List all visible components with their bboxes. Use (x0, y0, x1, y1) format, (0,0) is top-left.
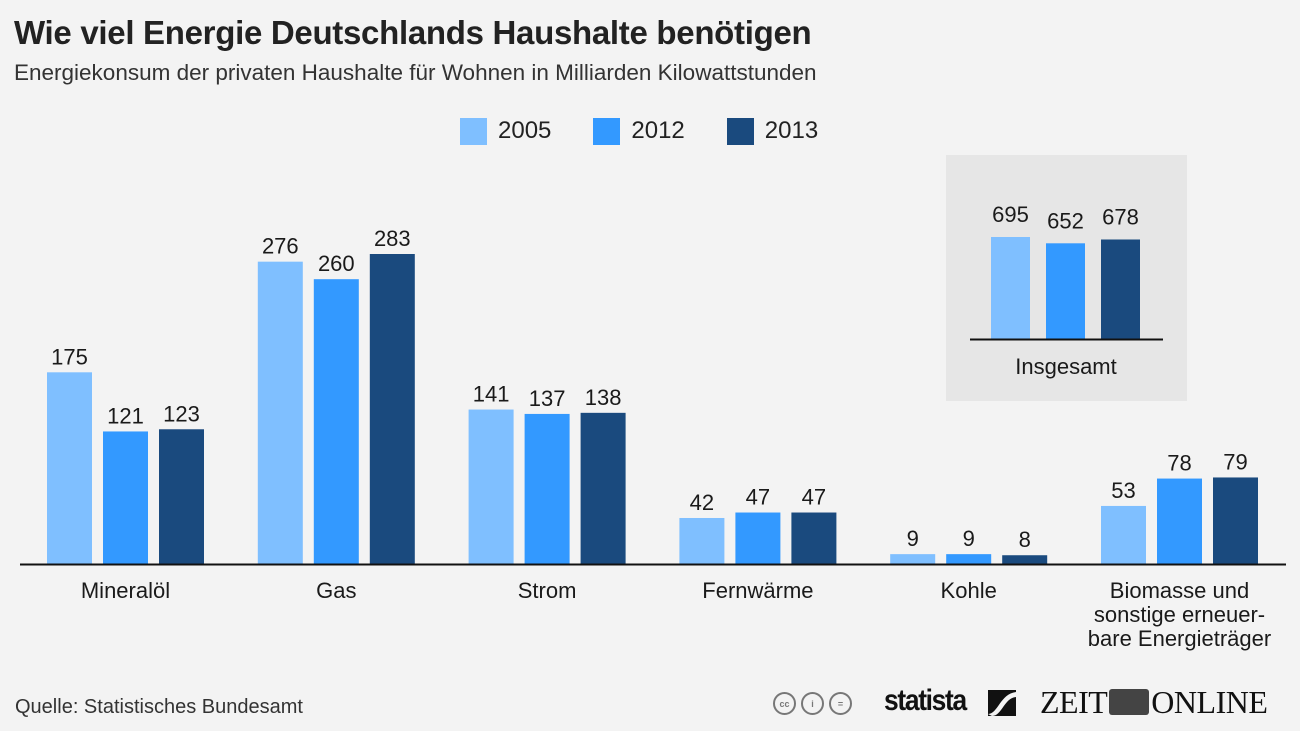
data-label-gas-2013: 283 (374, 226, 411, 251)
data-label-insgesamt-2013: 678 (1102, 204, 1139, 229)
data-label-gas-2012: 260 (318, 251, 355, 276)
bar-fernw-rme-2012 (735, 512, 781, 564)
bar-gas-2005 (257, 261, 303, 564)
bar-insgesamt-2013 (1101, 239, 1140, 339)
category-label-biomasse-und: Biomasse und sonstige erneuer-bare Energi… (1088, 578, 1271, 651)
by-icon: i (801, 692, 824, 715)
data-label-insgesamt-2012: 652 (1047, 208, 1084, 233)
bar-insgesamt-2012 (1046, 243, 1085, 339)
main-chart-labels: 175 121 123 Mineralöl 276 260 283 Gas 141 137 138 S… (51, 226, 1271, 651)
bar-strom-2005 (468, 409, 514, 564)
bar-gas-2012 (313, 279, 359, 564)
main-chart-bars (47, 254, 1258, 564)
data-label-strom-2013: 138 (585, 385, 622, 410)
category-label-strom: Strom (518, 578, 577, 603)
bar-strom-2012 (524, 413, 570, 564)
data-label-strom-2005: 141 (473, 382, 510, 407)
legend-swatch-2013 (726, 117, 754, 145)
data-label-kohle-2012: 9 (963, 526, 975, 551)
data-label-kohle-2005: 9 (907, 526, 919, 551)
cc-license-icons[interactable]: cc i = (773, 692, 857, 715)
legend-swatch-2005 (460, 117, 487, 145)
data-label-mineral-l-2005: 175 (51, 344, 88, 369)
data-label-fernw-rme-2013: 47 (802, 485, 826, 510)
bar-mineral-l-2005 (47, 372, 92, 564)
legend-label-2012: 2012 (631, 117, 685, 144)
data-label-fernw-rme-2005: 42 (690, 490, 714, 515)
data-label-gas-2005: 276 (262, 234, 299, 259)
cc-icon: cc (773, 692, 796, 715)
zeit-emblem-icon (1109, 689, 1150, 715)
legend: 2005 2012 2013 (460, 117, 860, 145)
category-label-kohle: Kohle (941, 578, 997, 603)
data-label-biomasse-und-2005: 53 (1111, 478, 1135, 503)
legend-label-2005: 2005 (498, 117, 552, 144)
source-note: Quelle: Statistisches Bundesamt (15, 696, 303, 718)
statista-logo-icon (988, 690, 1016, 716)
bar-mineral-l-2013 (159, 429, 204, 564)
zeit-logo-left: ZEIT (1040, 684, 1108, 720)
bar-kohle-2005 (890, 554, 936, 564)
statista-logo[interactable]: statista (884, 684, 967, 717)
chart-subtitle: Energiekonsum der privaten Haushalte für… (14, 60, 817, 85)
data-label-mineral-l-2013: 123 (163, 401, 200, 426)
legend-label-2013: 2013 (764, 117, 819, 144)
data-label-fernw-rme-2012: 47 (746, 485, 770, 510)
chart-title: Wie viel Energie Deutschlands Haushalte … (14, 14, 812, 51)
category-label-fernw-rme: Fernwärme (702, 578, 813, 603)
data-label-strom-2012: 137 (529, 386, 566, 411)
bar-kohle-2012 (946, 554, 992, 564)
bar-biomasse-und-2005 (1101, 505, 1146, 564)
category-label-gas: Gas (316, 578, 356, 603)
data-label-insgesamt-2005: 695 (992, 202, 1029, 227)
bar-gas-2013 (369, 254, 415, 564)
bar-biomasse-und-2013 (1213, 477, 1258, 564)
bar-fernw-rme-2013 (791, 512, 837, 564)
zeit-online-logo[interactable]: ZEIT ONLINE (1040, 684, 1268, 721)
bar-fernw-rme-2005 (679, 517, 725, 564)
data-label-biomasse-und-2012: 78 (1167, 451, 1191, 476)
bar-insgesamt-2005 (991, 237, 1030, 339)
category-label-insgesamt: Insgesamt (1015, 354, 1117, 379)
bar-mineral-l-2012 (103, 431, 148, 564)
category-label-mineral-l: Mineralöl (81, 578, 170, 603)
legend-item-2012: 2012 (593, 117, 685, 145)
data-label-kohle-2013: 8 (1019, 527, 1031, 552)
nd-icon: = (829, 692, 852, 715)
legend-swatch-2012 (593, 117, 621, 145)
bar-biomasse-und-2012 (1157, 478, 1202, 564)
legend-item-2005: 2005 (460, 117, 551, 145)
zeit-logo-right: ONLINE (1151, 684, 1268, 720)
bar-kohle-2013 (1002, 555, 1048, 564)
bar-strom-2013 (580, 412, 626, 564)
data-label-mineral-l-2012: 121 (107, 403, 144, 428)
total-chart-bars (991, 237, 1140, 339)
data-label-biomasse-und-2013: 79 (1223, 449, 1247, 474)
legend-item-2013: 2013 (726, 117, 819, 145)
total-chart-labels: 695 652 678 Insgesamt (992, 202, 1139, 379)
